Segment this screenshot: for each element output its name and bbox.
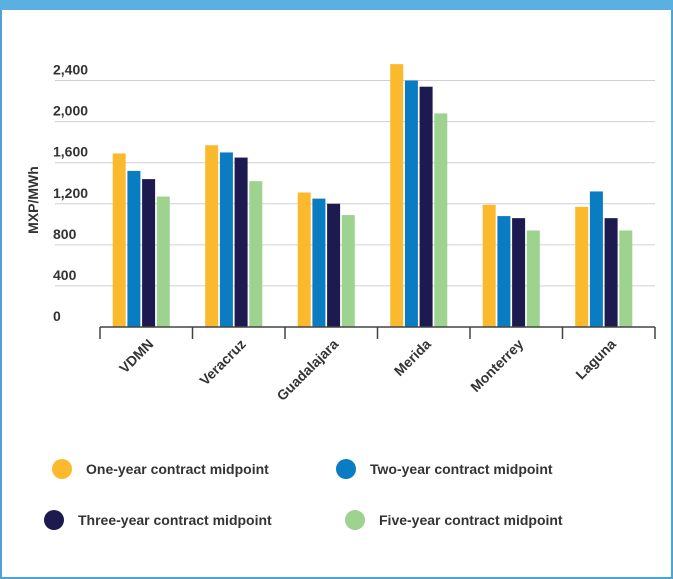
bar-merida-series-4 bbox=[434, 113, 448, 328]
bar-veracruz-series-1 bbox=[205, 145, 219, 327]
x-tick-label-veracruz: Veracruz bbox=[196, 336, 249, 389]
x-tick-label-monterrey: Monterrey bbox=[467, 336, 526, 395]
legend-swatch-five-year bbox=[345, 510, 365, 530]
bar-vdmn-series-1 bbox=[112, 153, 126, 327]
legend-item-five-year: Five-year contract midpoint bbox=[345, 510, 563, 530]
legend-item-three-year: Three-year contract midpoint bbox=[44, 510, 272, 530]
x-axis: VDMN Veracruz Guadalajara Merida Monterrey La… bbox=[99, 326, 656, 404]
legend-swatch-three-year bbox=[44, 510, 64, 530]
legend-swatch-two-year bbox=[336, 459, 356, 479]
y-tick-label: 1,600 bbox=[53, 144, 88, 160]
bar-monterrey-series-1 bbox=[482, 204, 496, 327]
bar-veracruz-series-2 bbox=[219, 152, 233, 327]
y-tick-label: 0 bbox=[53, 308, 61, 324]
bar-laguna-series-1 bbox=[575, 206, 589, 327]
bar-monterrey-series-3 bbox=[512, 218, 526, 327]
bar-guadalajara-series-2 bbox=[312, 198, 326, 327]
x-tick-label-laguna: Laguna bbox=[572, 336, 619, 383]
bar-merida-series-1 bbox=[390, 64, 404, 327]
legend-label-one-year: One-year contract midpoint bbox=[86, 461, 269, 477]
bars bbox=[112, 64, 633, 328]
legend-item-two-year: Two-year contract midpoint bbox=[336, 459, 553, 479]
bar-veracruz-series-4 bbox=[249, 181, 263, 327]
y-tick-labels: 0 400 800 1,200 1,600 2,000 2,400 bbox=[53, 62, 88, 324]
bar-vdmn-series-2 bbox=[127, 170, 141, 327]
y-tick-label: 400 bbox=[53, 267, 77, 283]
y-tick-label: 1,200 bbox=[53, 185, 88, 201]
y-tick-label: 2,000 bbox=[53, 103, 88, 119]
legend-swatch-one-year bbox=[52, 459, 72, 479]
y-tick-label: 2,400 bbox=[53, 62, 88, 78]
y-axis-label: MXP/MWh bbox=[25, 166, 41, 234]
legend-label-two-year: Two-year contract midpoint bbox=[370, 461, 553, 477]
bar-laguna-series-2 bbox=[589, 191, 603, 327]
bar-guadalajara-series-3 bbox=[327, 203, 341, 327]
bar-laguna-series-3 bbox=[604, 218, 618, 327]
bar-chart: 0 400 800 1,200 1,600 2,000 2,400 VDMN Veracruz… bbox=[25, 62, 656, 404]
bar-monterrey-series-2 bbox=[497, 216, 511, 327]
x-tick-label-vdmn: VDMN bbox=[116, 336, 156, 376]
bar-merida-series-3 bbox=[419, 86, 433, 327]
legend-label-five-year: Five-year contract midpoint bbox=[379, 512, 563, 528]
bar-monterrey-series-4 bbox=[526, 230, 540, 327]
bar-veracruz-series-3 bbox=[234, 157, 248, 327]
legend-label-three-year: Three-year contract midpoint bbox=[78, 512, 272, 528]
bar-laguna-series-4 bbox=[619, 230, 633, 327]
y-tick-label: 800 bbox=[53, 226, 77, 242]
bar-vdmn-series-4 bbox=[156, 196, 170, 327]
bar-guadalajara-series-4 bbox=[341, 215, 355, 327]
bar-vdmn-series-3 bbox=[142, 179, 156, 327]
x-tick-label-guadalajara: Guadalajara bbox=[273, 336, 341, 404]
bar-merida-series-2 bbox=[404, 80, 418, 328]
x-tick-label-merida: Merida bbox=[391, 336, 434, 379]
legend-item-one-year: One-year contract midpoint bbox=[52, 459, 269, 479]
top-accent-bar bbox=[0, 0, 673, 10]
bar-guadalajara-series-1 bbox=[297, 192, 311, 327]
